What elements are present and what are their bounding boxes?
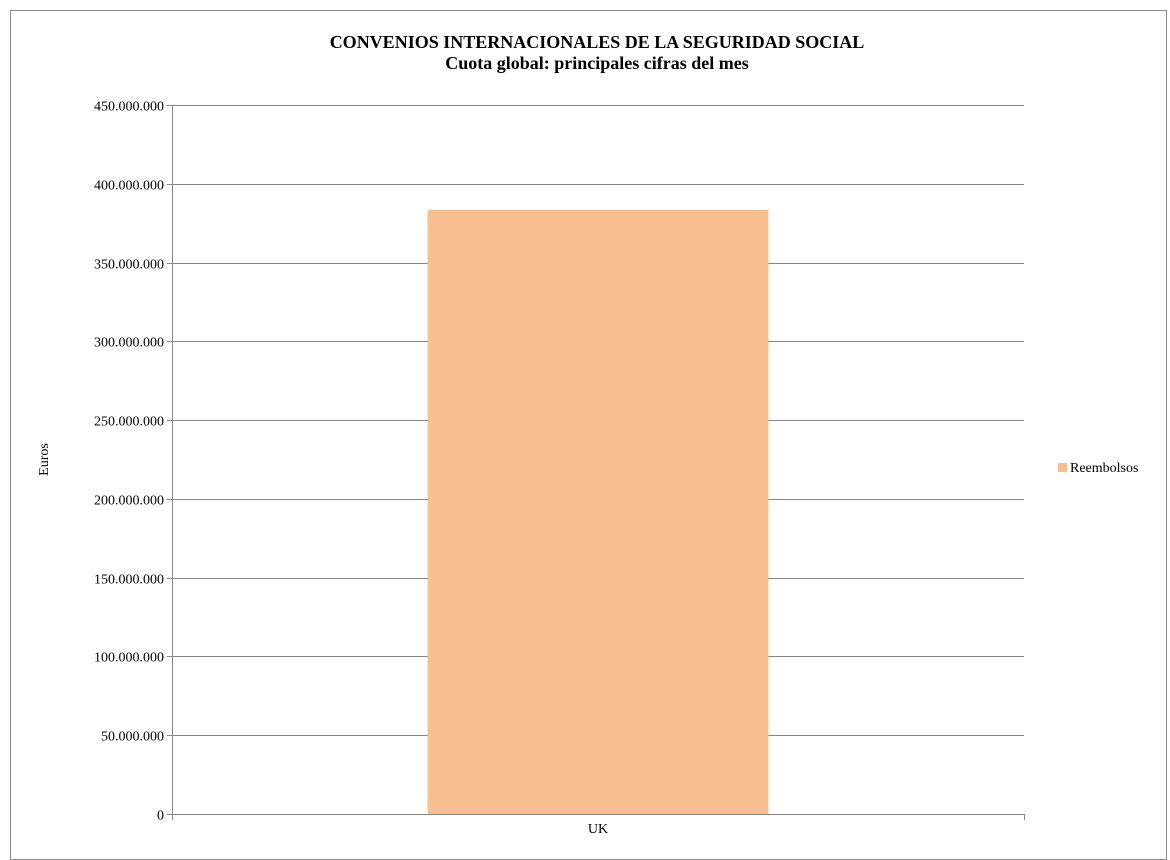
y-tick-label: 100.000.000: [94, 651, 164, 666]
chart-title: CONVENIOS INTERNACIONALES DE LA SEGURIDA…: [329, 32, 865, 52]
legend-swatch: [1058, 463, 1067, 472]
y-axis-title: Euros: [37, 443, 52, 476]
y-tick-label: 150.000.000: [94, 573, 164, 588]
y-tick-label: 400.000.000: [94, 179, 164, 194]
x-tick-label: UK: [588, 822, 608, 837]
y-tick-label: 200.000.000: [94, 494, 164, 509]
y-tick-label: 50.000.000: [101, 730, 164, 745]
y-tick-label: 300.000.000: [94, 336, 164, 351]
legend-label: Reembolsos: [1070, 461, 1138, 476]
y-tick-label: 350.000.000: [94, 258, 164, 273]
bar-uk: [427, 209, 769, 815]
y-tick-label: 250.000.000: [94, 415, 164, 430]
y-tick-label: 0: [157, 809, 164, 824]
chart-subtitle: Cuota global: principales cifras del mes: [445, 53, 749, 73]
y-tick-label: 450.000.000: [94, 100, 164, 115]
